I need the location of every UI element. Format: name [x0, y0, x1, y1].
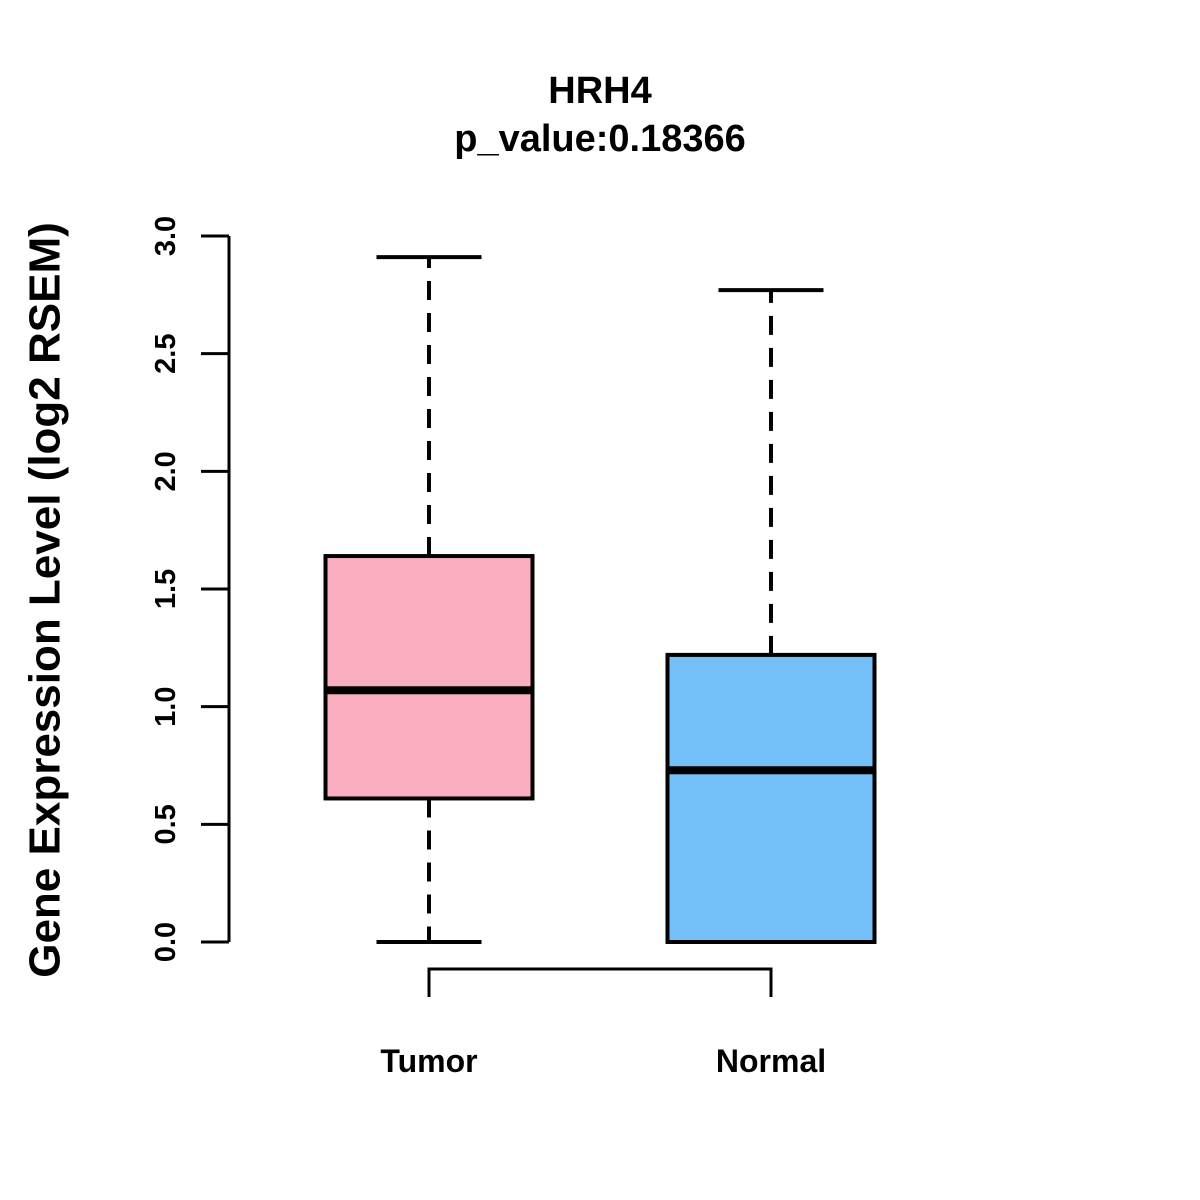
y-axis-tick-label: 1.5	[150, 569, 182, 609]
x-label-normal: Normal	[716, 1043, 826, 1079]
chart-title: HRH4	[548, 70, 651, 112]
comparison-bracket	[427, 967, 773, 997]
x-axis-labels: Tumor Normal	[380, 1043, 826, 1079]
y-axis-tick-label: 0.0	[150, 922, 182, 962]
y-axis-tick-label: 2.5	[150, 334, 182, 374]
box-tumor	[323, 554, 535, 801]
y-axis-tick-label: 3.0	[150, 216, 182, 256]
chart-subtitle: p_value:0.18366	[454, 118, 746, 160]
y-axis: 0.0 0.5 1.0 1.5 2.0 2.5 3.0	[150, 216, 231, 962]
box-normal	[665, 652, 877, 944]
y-axis-tick-label: 0.5	[150, 804, 182, 844]
y-axis-tick-label: 1.0	[150, 687, 182, 727]
y-axis-label: Gene Expression Level (log2 RSEM)	[20, 222, 69, 978]
x-label-tumor: Tumor	[380, 1043, 477, 1079]
bracket-path	[427, 967, 773, 997]
y-axis-tick-label: 2.0	[150, 451, 182, 491]
boxes	[323, 255, 877, 944]
